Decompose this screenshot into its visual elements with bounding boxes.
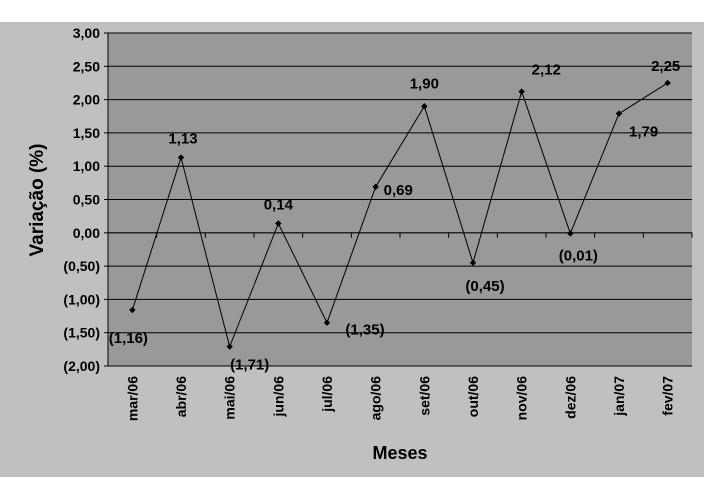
series-line (131, 82, 668, 349)
data-point (129, 306, 136, 314)
chart-title (0, 0, 704, 22)
y-axis-title: Variação (%) (27, 144, 48, 257)
data-label: 1,13 (168, 131, 197, 148)
data-label: 0,14 (264, 196, 294, 213)
data-label: (1,71) (230, 357, 269, 374)
x-tick-label: nov/06 (514, 376, 530, 421)
x-tick-label: set/06 (416, 376, 432, 416)
data-point (567, 230, 574, 237)
y-tick-label: (1,50) (63, 325, 100, 341)
x-tick-label: ago/06 (368, 376, 384, 421)
data-label: (0,01) (559, 247, 598, 264)
data-labels: (1,16) 1,13 (1,71) 0,14 (1,35) 0,69 1,90 (0,45)… (109, 58, 681, 374)
x-tick-label: mai/06 (222, 376, 238, 420)
gridlines (108, 32, 692, 367)
data-point (518, 88, 525, 95)
y-tick-label: 0,00 (73, 225, 100, 241)
x-tick-label: jun/06 (270, 376, 286, 418)
x-tick-label: fev/07 (660, 376, 676, 416)
data-label: 1,79 (629, 124, 658, 141)
data-point (469, 259, 477, 266)
data-label: (0,45) (465, 278, 504, 295)
data-label: 2,25 (651, 58, 680, 75)
data-label: 2,12 (532, 62, 561, 79)
y-tick-label: 1,00 (73, 158, 100, 174)
x-tick-label: dez/06 (562, 376, 578, 419)
data-label: (1,35) (345, 322, 384, 339)
y-tick-label: (1,00) (63, 291, 100, 307)
data-series (129, 79, 671, 350)
y-tick-label: 1,50 (73, 125, 100, 141)
axes: 3,00 2,50 2,00 1,50 1,00 0,50 0,00 (0,50) (1,00)… (63, 25, 693, 421)
y-tick-label: 3,00 (73, 25, 100, 41)
data-point (372, 183, 379, 191)
x-tick-label: mar/06 (124, 376, 140, 421)
data-point (275, 220, 282, 227)
x-tick-label: jul/06 (319, 376, 335, 413)
y-tick-label: (2,00) (63, 358, 100, 374)
y-tick-label: 2,50 (73, 58, 100, 74)
x-tick-label: jan/07 (611, 376, 627, 417)
data-point (177, 154, 185, 161)
data-point (615, 110, 623, 117)
y-tick-label: (0,50) (63, 258, 100, 274)
data-label: 0,69 (384, 182, 413, 199)
data-point (226, 343, 233, 350)
data-point (323, 319, 331, 326)
x-axis-title: Meses (372, 443, 427, 463)
y-tick-label: 0,50 (73, 192, 100, 208)
data-label: 1,90 (410, 75, 439, 92)
x-tick-label: abr/06 (173, 376, 189, 417)
x-tick-label: out/06 (465, 376, 481, 417)
data-point (664, 79, 671, 87)
data-point (421, 103, 428, 110)
data-label: (1,16) (109, 330, 148, 347)
y-tick-label: 2,00 (73, 92, 100, 108)
